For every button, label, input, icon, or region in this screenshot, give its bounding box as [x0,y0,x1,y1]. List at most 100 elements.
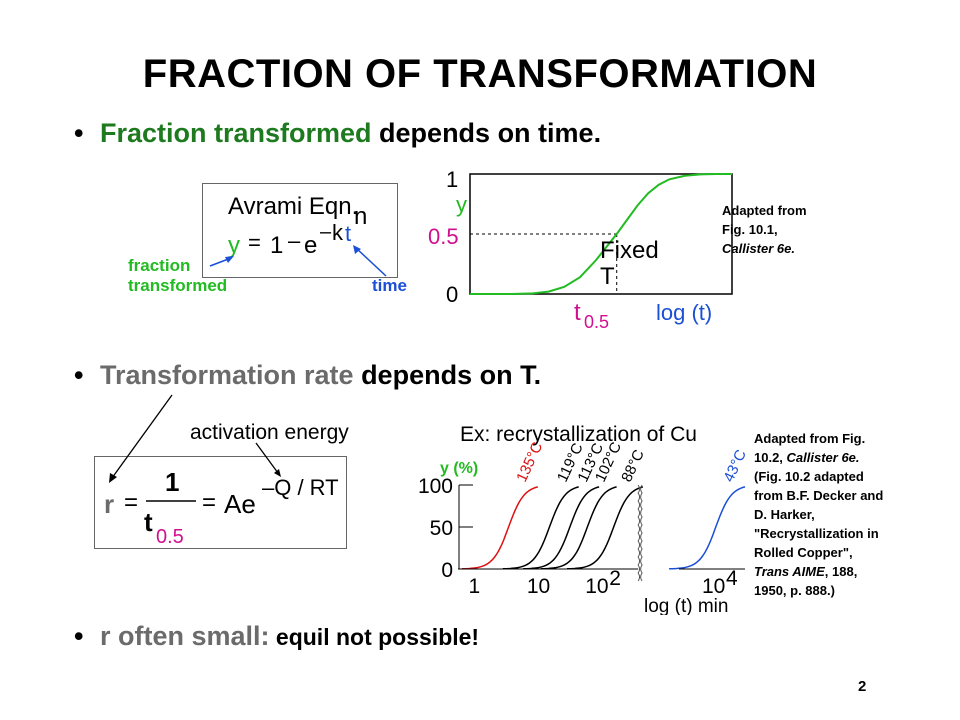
avrami-heading: Avrami Eqn. [228,193,358,220]
avrami-minus: – [288,228,301,253]
fig2-note-line9: 1950, p. 888.) [754,583,835,598]
chart2-ytick-label: 0 [441,559,453,582]
fig2-note-line2: 10.2, Callister 6e. [754,448,883,467]
fig2-note-line7: Rolled Copper", [754,545,853,560]
chart2-xtick-exponent: 2 [609,567,621,590]
avrami-equals: = [248,230,261,255]
label-transformed: transformed [128,276,227,295]
chart2-xtick-label: 10 [702,575,725,598]
rate-r: r [104,489,114,519]
chart2-ylabel: y (%) [440,460,478,477]
chart2-curves [461,486,746,570]
chart2-title: Ex: recrystallization of Cu [460,423,697,446]
fig2-note-line3: (Fig. 10.2 adapted [754,469,864,484]
bullet-highlight: r often small: [100,621,270,651]
fig2-note-book: Callister 6e. [786,450,860,465]
chart2-break-wave [640,484,643,582]
avrami-neg: – [320,221,332,243]
chart2-series-curve [461,486,538,570]
fig2-note-line5: D. Harker, [754,507,815,522]
avrami-n: n [354,203,367,230]
fig2-source-note: Adapted from Fig. 10.2, Callister 6e. (F… [754,429,883,600]
chart1-ylabel: y [456,192,467,217]
chart2-series-label: 135°C [513,439,546,484]
rate-equals-1: = [124,489,138,516]
fig2-note-volume: 188 [832,564,854,579]
bullet-transformation-rate: • Transformation rate depends on T. [74,360,541,391]
fig1-note-line3: Callister 6e. [722,239,807,258]
rate-exponent: –Q / RT [262,475,339,500]
chart2-xticks: 1 10 10 2 10 4 [469,567,738,598]
bullet-dot: • [74,118,84,148]
rate-annotation: activation energy [190,421,349,444]
fig2-note-line2a: 10.2, [754,450,787,465]
chart2-xtick-label: 10 [527,575,550,598]
avrami-equation-box [202,183,398,278]
chart2-series-curve [669,486,746,570]
chart2-axis-break [459,484,745,582]
chart1-xlabel: log (t) [656,300,712,325]
avrami-equation: Avrami Eqn. y = 1 – e – k t n fraction t… [128,193,407,295]
fig1-note-book: Callister 6e. [722,241,795,256]
avrami-e: e [304,232,317,259]
fig1-note-line2: Fig. 10.1, [722,222,778,237]
bullet-text: equil not possible! [269,624,480,650]
slide-title: FRACTION OF TRANSFORMATION [142,52,818,96]
arrow-to-exponent [255,442,279,474]
chart2-xlabel: log (t) min [644,596,728,615]
chart1-xmarker: t [574,299,581,326]
rate-den-t: t [144,507,153,537]
rate-Ae: Ae [224,489,256,519]
rate-equation: activation energy r = 1 t 0.5 = Ae –Q / … [104,394,349,548]
bullet-fraction-transformed: • Fraction transformed depends on time. [74,118,601,149]
fig2-note-line4: from B.F. Decker and [754,488,884,503]
chart2-xtick-label: 1 [469,575,481,598]
bullet-text: depends on time. [371,118,602,148]
chart1-annotation-t: T [600,263,615,290]
avrami-y: y [228,232,240,259]
chart1-ytick-1: 1 [446,167,458,192]
avrami-t: t [345,221,351,246]
fig2-note-line6: "Recrystallization in [754,526,879,541]
chart2-yticks: 0 50 100 [418,475,473,582]
chart1-xmarker-sub: 0.5 [584,312,609,332]
avrami-sigmoid-chart: y 1 0.5 0 Fixed T t 0.5 log (t) [428,167,733,332]
chart2-series-label: 43°C [720,447,750,485]
arrow-to-exponent-head [274,469,281,477]
chart2-xtick-exponent: 4 [726,567,738,590]
rate-equals-2: = [202,489,216,516]
fig1-note-line1: Adapted from [722,203,807,218]
chart1-annotation-fixed: Fixed [600,237,659,264]
label-time: time [372,276,407,295]
avrami-one: 1 [270,232,283,259]
chart2-series-curve [566,486,644,570]
rate-numerator: 1 [165,467,179,497]
bullet-dot: • [74,621,84,651]
bullet-highlight: Transformation rate [100,360,354,390]
chart2-break-wave [637,484,641,582]
chart1-ytick-0: 0 [446,282,458,307]
chart2-series-label: 88°C [618,447,648,485]
fig2-note-line8b: , [824,564,833,579]
rate-equation-box [94,456,347,549]
chart2-ytick-label: 100 [418,475,453,498]
chart1-curve [470,173,732,295]
bullet-r-often-small: • r often small: equil not possible! [74,621,479,652]
chart2-xtick-label: 10 [585,575,608,598]
chart2-series-curve [502,486,579,570]
label-fraction: fraction [128,256,190,275]
fig2-note-line8d: , [853,564,858,579]
arrow-fraction-head [225,256,234,263]
chart2-ytick-label: 50 [430,517,453,540]
recrystallization-chart: Ex: recrystallization of Cu y (%) 050100… [418,423,750,615]
arrow-to-r [111,394,173,479]
arrow-time-head [353,245,361,254]
chart2-series-curve [540,486,617,570]
page-number: 2 [858,678,867,695]
fig1-source-note: Adapted from Fig. 10.1, Callister 6e. [722,201,807,258]
fig2-note-line8: Trans AIME, 188, [754,562,883,581]
bullet-highlight: Fraction transformed [100,118,372,148]
fig2-note-line1: Adapted from Fig. [754,431,866,446]
avrami-k: k [332,220,344,245]
